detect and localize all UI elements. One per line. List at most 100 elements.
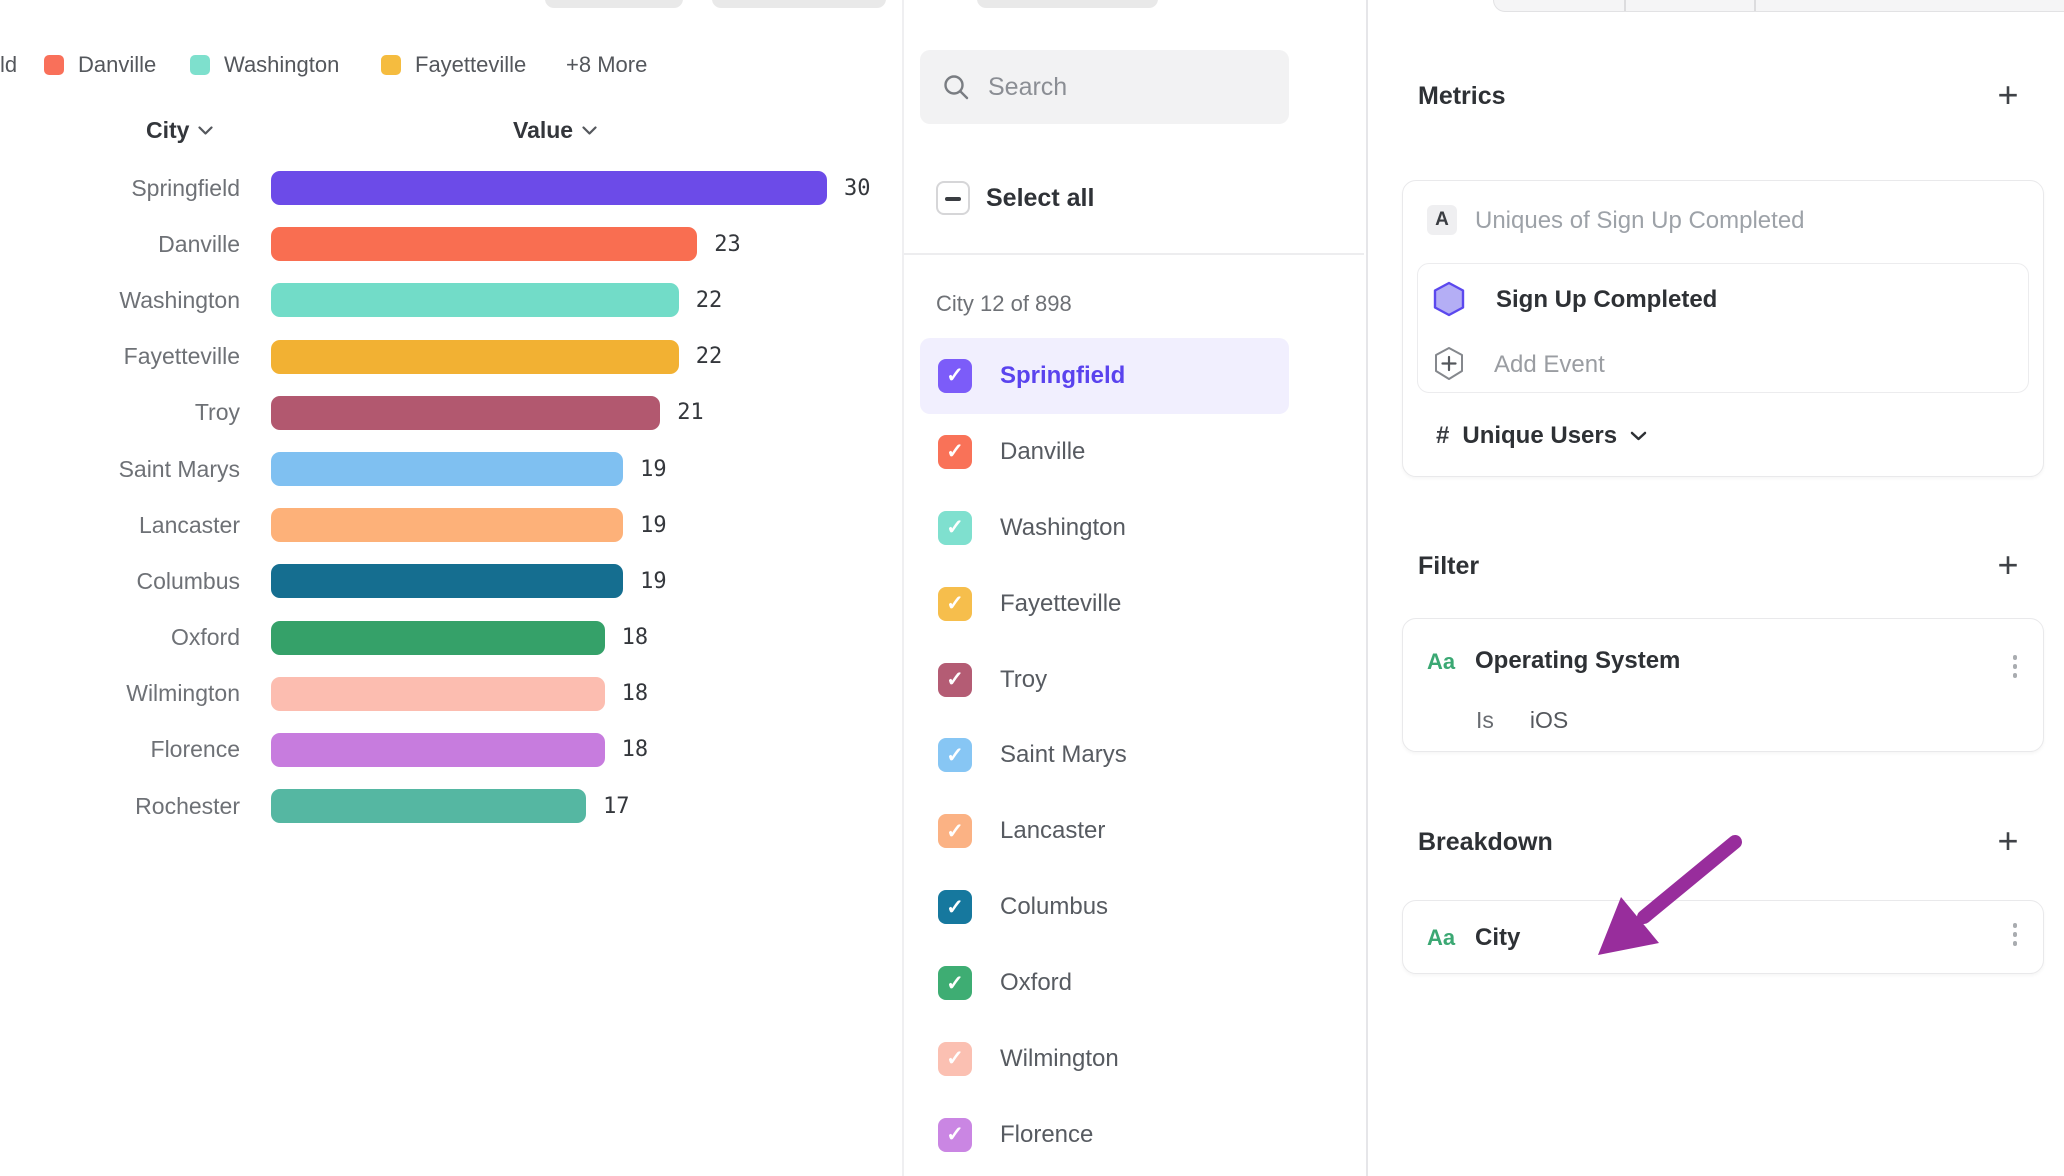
legend-item-partial: ld bbox=[0, 52, 18, 77]
top-tab-partial[interactable] bbox=[712, 0, 886, 8]
legend-item: Washington bbox=[190, 52, 339, 78]
add-breakdown-button[interactable]: + bbox=[1997, 820, 2019, 861]
chart-row-label: Florence bbox=[150, 736, 240, 763]
legend-label: Washington bbox=[224, 52, 340, 77]
legend-more-label[interactable]: +8 More bbox=[566, 52, 648, 77]
chart-row-label: Saint Marys bbox=[118, 455, 240, 482]
filter-value: iOS bbox=[1529, 707, 1569, 733]
check-icon: ✓ bbox=[946, 668, 964, 691]
city-checkbox-checked[interactable]: ✓ bbox=[938, 358, 972, 393]
city-checkbox-checked[interactable]: ✓ bbox=[938, 738, 972, 773]
city-list-item-label: Oxford bbox=[1000, 969, 1073, 997]
measure-label: Unique Users bbox=[1462, 422, 1618, 449]
chart-bar-value: 22 bbox=[695, 287, 723, 313]
chart-row-label: Washington bbox=[119, 286, 240, 313]
breakdown-section-title: Breakdown bbox=[1418, 828, 1553, 856]
check-icon: ✓ bbox=[946, 895, 964, 919]
divider bbox=[904, 253, 1364, 255]
number-symbol: # bbox=[1436, 422, 1450, 449]
metrics-section-title: Metrics bbox=[1418, 82, 1506, 110]
chart-bar bbox=[271, 676, 605, 711]
city-list: ✓ Springfield ✓ Danville ✓ Washington ✓ Fayette… bbox=[920, 338, 1289, 1173]
city-list-item-label: Springfield bbox=[1000, 361, 1126, 389]
filter-section-title: Filter bbox=[1418, 552, 1480, 580]
search-box[interactable] bbox=[920, 50, 1289, 124]
select-all-row[interactable]: Select all bbox=[936, 181, 1094, 215]
city-checkbox-checked[interactable]: ✓ bbox=[938, 510, 972, 545]
select-all-checkbox-indeterminate[interactable] bbox=[936, 181, 970, 215]
city-list-item[interactable]: ✓ Danville bbox=[920, 414, 1289, 490]
chart-bar bbox=[271, 171, 827, 206]
city-checkbox-checked[interactable]: ✓ bbox=[938, 1041, 972, 1076]
bar-chart: Springfield 30 Danville 23 Washington 22 Fayet… bbox=[0, 160, 902, 834]
city-checkbox-checked[interactable]: ✓ bbox=[938, 814, 972, 849]
check-icon: ✓ bbox=[946, 364, 964, 388]
city-list-item[interactable]: ✓ Saint Marys bbox=[920, 717, 1289, 793]
chart-bar-value: 30 bbox=[844, 175, 871, 201]
chart-bar bbox=[271, 508, 624, 543]
chart-bar bbox=[271, 564, 624, 599]
city-checkbox-checked[interactable]: ✓ bbox=[938, 966, 972, 1001]
filter-condition[interactable]: Is iOS bbox=[1476, 707, 1568, 734]
city-checkbox-checked[interactable]: ✓ bbox=[938, 586, 972, 621]
city-list-item[interactable]: ✓ Lancaster bbox=[920, 793, 1289, 869]
chart-row-label: Lancaster bbox=[138, 511, 240, 538]
city-list-item[interactable]: ✓ Springfield bbox=[920, 338, 1289, 414]
sort-header-city[interactable]: City bbox=[146, 117, 214, 144]
chart-bar-value: 21 bbox=[677, 400, 704, 426]
event-hexagon-icon bbox=[1433, 281, 1465, 317]
event-name[interactable]: Sign Up Completed bbox=[1496, 286, 1718, 313]
city-list-item[interactable]: ✓ Wilmington bbox=[920, 1021, 1289, 1097]
city-list-item[interactable]: ✓ Oxford bbox=[920, 945, 1289, 1021]
breakdown-property-name[interactable]: City bbox=[1475, 924, 1521, 951]
chart-bar-value: 18 bbox=[621, 737, 649, 763]
city-checkbox-checked[interactable]: ✓ bbox=[938, 1117, 972, 1152]
filter-property-name[interactable]: Operating System bbox=[1475, 647, 1681, 674]
annotation-arrow bbox=[1598, 835, 1742, 955]
chart-row-label: Troy bbox=[194, 399, 240, 426]
filter-card: Aa Operating System Is iOS bbox=[1402, 618, 2044, 752]
chart-row: Fayetteville 22 bbox=[0, 329, 902, 385]
chart-bar bbox=[271, 732, 605, 767]
event-card: Sign Up Completed Add Event bbox=[1417, 263, 2029, 393]
city-list-item[interactable]: ✓ Florence bbox=[920, 1097, 1289, 1173]
city-list-item[interactable]: ✓ Troy bbox=[920, 642, 1289, 718]
chart-bar bbox=[271, 395, 661, 430]
filter-kebab-menu[interactable] bbox=[2009, 651, 2022, 682]
add-metric-button[interactable]: + bbox=[1997, 74, 2019, 115]
city-list-item[interactable]: ✓ Fayetteville bbox=[920, 566, 1289, 642]
chart-bar-value: 18 bbox=[621, 625, 649, 651]
breakdown-kebab-menu[interactable] bbox=[2009, 919, 2022, 950]
city-list-item-label: Columbus bbox=[1000, 893, 1109, 921]
city-list-item-label: Saint Marys bbox=[1000, 741, 1127, 769]
top-tab-partial[interactable] bbox=[545, 0, 683, 8]
metric-summary-label: Uniques of Sign Up Completed bbox=[1475, 207, 1805, 234]
city-list-item[interactable]: ✓ Columbus bbox=[920, 869, 1289, 945]
chart-row: Rochester 17 bbox=[0, 778, 902, 834]
chart-bar bbox=[271, 227, 698, 262]
chart-bar-value: 18 bbox=[621, 681, 649, 707]
sort-header-value[interactable]: Value bbox=[513, 117, 597, 144]
chart-bar bbox=[271, 283, 679, 318]
add-event-button[interactable]: Add Event bbox=[1494, 351, 1605, 378]
city-checkbox-checked[interactable]: ✓ bbox=[938, 890, 972, 925]
legend-label: Fayetteville bbox=[415, 52, 527, 77]
city-list-item[interactable]: ✓ Washington bbox=[920, 490, 1289, 566]
measure-dropdown[interactable]: # Unique Users bbox=[1436, 422, 1647, 450]
city-checkbox-checked[interactable]: ✓ bbox=[938, 434, 972, 469]
chart-bar-value: 19 bbox=[640, 568, 667, 594]
top-segmented-control-partial[interactable] bbox=[1493, 0, 2064, 12]
legend-item: Fayetteville bbox=[381, 52, 526, 78]
select-all-label: Select all bbox=[986, 183, 1095, 212]
city-count-label: City 12 of 898 bbox=[936, 291, 1072, 316]
add-filter-button[interactable]: + bbox=[1997, 544, 2019, 585]
breakdown-card: Aa City bbox=[1402, 900, 2044, 974]
add-event-icon bbox=[1435, 347, 1463, 380]
search-input[interactable] bbox=[988, 72, 1248, 102]
top-tab-partial[interactable] bbox=[977, 0, 1158, 8]
city-checkbox-checked[interactable]: ✓ bbox=[938, 662, 972, 697]
chart-row-label: Fayetteville bbox=[123, 343, 240, 370]
legend-item: Danville bbox=[44, 52, 156, 78]
chart-row: Columbus 19 bbox=[0, 553, 902, 609]
